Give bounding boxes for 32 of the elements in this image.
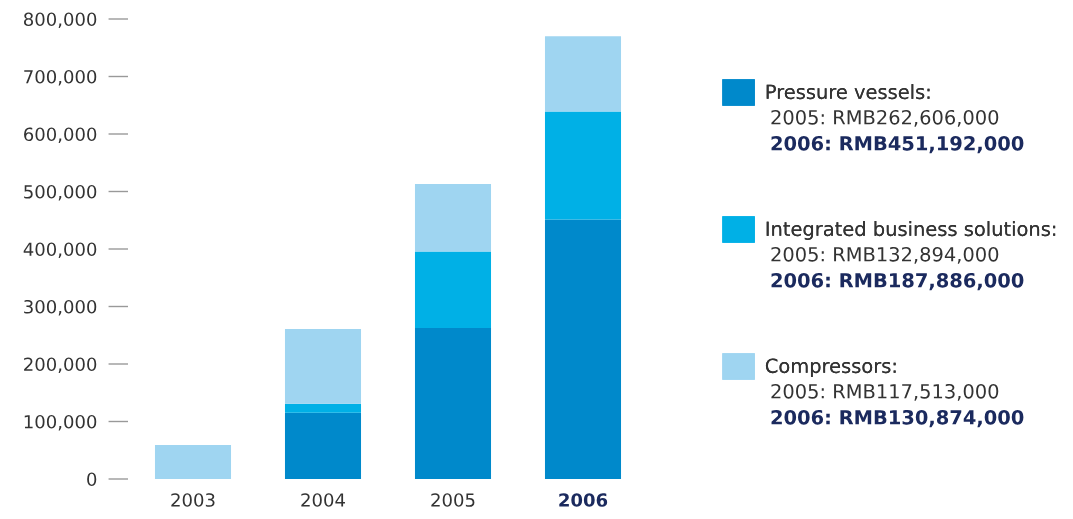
bar (544, 36, 622, 112)
bar (414, 184, 492, 252)
y-tick-label: 0 (87, 472, 97, 487)
y-tick-label: 600,000 (24, 127, 97, 143)
legend-label: Compressors: (765, 358, 896, 377)
bar (284, 412, 362, 479)
text: 2006: RMB187,886,000 (771, 272, 1024, 291)
x-tick-label: 2005 (431, 493, 475, 507)
x-tick-label: 2006 (559, 493, 608, 507)
text: 2006: RMB451,192,000 (771, 135, 1024, 154)
bar (544, 111, 622, 220)
text: 2005: RMB262,606,000 (771, 109, 999, 127)
y-tick-label: 700,000 (24, 69, 97, 86)
bar (414, 251, 492, 328)
y-tick-label: 800,000 (24, 12, 97, 28)
y-tick-label: 400,000 (23, 242, 97, 258)
y-tick-label: 100,000 (24, 414, 97, 431)
bar (284, 403, 362, 413)
legend-label: Integrated business solutions: (766, 221, 1056, 240)
y-tick-label: 500,000 (24, 184, 97, 201)
bar (544, 219, 622, 479)
bar (154, 445, 232, 479)
legend-label: Pressure vessels: (766, 84, 930, 100)
text: 2005: RMB132,894,000 (771, 246, 999, 264)
bar (414, 328, 492, 479)
x-tick-label: 2004 (301, 493, 345, 507)
y-tick-label: 200,000 (24, 357, 97, 373)
text: 2006: RMB130,874,000 (771, 409, 1024, 428)
y-tick-label: 300,000 (24, 299, 97, 316)
text: 2005: RMB117,513,000 (771, 383, 999, 401)
bar (284, 328, 362, 404)
x-tick-label: 2003 (171, 493, 215, 507)
